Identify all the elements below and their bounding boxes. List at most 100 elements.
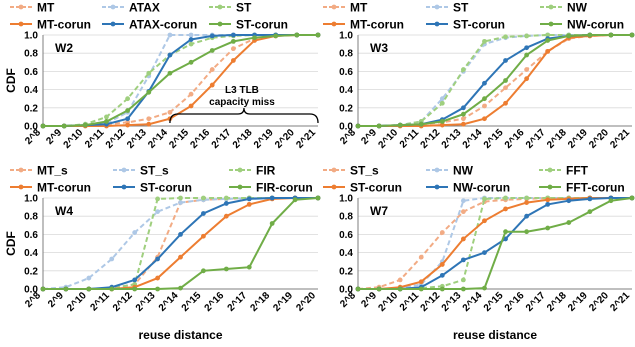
data-point xyxy=(629,32,635,38)
data-point xyxy=(273,33,279,39)
data-point xyxy=(503,229,508,235)
data-point xyxy=(188,103,194,109)
data-point xyxy=(439,272,445,278)
data-point xyxy=(482,116,487,122)
data-point xyxy=(460,236,466,242)
data-point xyxy=(566,33,572,39)
data-point xyxy=(86,275,92,281)
data-point xyxy=(566,198,572,204)
data-point xyxy=(40,123,46,129)
data-point xyxy=(460,198,466,204)
data-point xyxy=(503,206,508,212)
chart-panel-w2: 0.00.20.40.60.81.02^8 2^92^102^112^122^13… xyxy=(4,1,321,151)
x-tick-label: 2^12 xyxy=(111,290,135,314)
data-point xyxy=(524,213,530,219)
data-point xyxy=(460,209,466,215)
panel-label: W4 xyxy=(55,204,73,218)
data-point xyxy=(524,195,530,201)
series-line-mt_s xyxy=(43,197,318,290)
data-point xyxy=(545,197,551,203)
data-point xyxy=(460,116,466,122)
legend-entry: NW xyxy=(453,164,474,178)
x-tick-label: 2^16 xyxy=(203,290,227,314)
legend-entry: ST-corun xyxy=(350,181,402,195)
legend-marker xyxy=(237,184,243,190)
data-point xyxy=(155,196,160,202)
x-tick-label: 2^20 xyxy=(587,127,611,151)
data-point xyxy=(524,45,530,51)
data-point xyxy=(460,257,466,263)
y-tick-label: 0.8 xyxy=(24,49,38,60)
series-line-mt-corun xyxy=(358,34,632,127)
data-point xyxy=(482,103,487,109)
data-point xyxy=(223,201,229,206)
y-tick-label: 0.8 xyxy=(339,212,353,223)
x-tick-label: 2^17 xyxy=(524,290,548,314)
data-point xyxy=(355,286,361,292)
legend-entry: ST_s xyxy=(140,164,169,178)
data-point xyxy=(482,196,487,202)
data-point xyxy=(246,196,252,202)
data-point xyxy=(269,195,275,201)
data-point xyxy=(503,236,508,242)
legend-entry: MT xyxy=(37,1,55,15)
data-point xyxy=(82,122,88,128)
legend-entry: FIR-corun xyxy=(256,181,313,195)
y-tick-label: 0.0 xyxy=(24,285,38,296)
x-tick-label: 2^20 xyxy=(294,290,318,314)
x-tick-label: 2^19 xyxy=(566,127,590,151)
legend-marker xyxy=(331,167,337,173)
y-tick-label: 1.0 xyxy=(339,31,353,42)
y-tick-label: 0.0 xyxy=(339,285,353,296)
y-tick-label: 1.0 xyxy=(24,31,38,42)
data-point xyxy=(397,122,403,128)
legend-entry: NW xyxy=(567,1,588,15)
y-tick-label: 1.0 xyxy=(24,194,38,205)
legend-marker xyxy=(548,21,554,27)
series-line-mt xyxy=(358,34,632,127)
y-tick-label: 0.6 xyxy=(24,67,38,78)
data-point xyxy=(418,286,424,292)
x-tick-label: 2^18 xyxy=(248,290,272,314)
x-tick-label: 2^15 xyxy=(167,127,191,151)
data-point xyxy=(503,58,508,63)
data-point xyxy=(524,200,530,205)
x-tick-label: 2^16 xyxy=(503,127,527,151)
x-tick-label: 2^20 xyxy=(587,290,611,314)
legend-marker xyxy=(18,167,24,173)
legend-marker xyxy=(434,21,440,27)
x-tick-label: 2^18 xyxy=(545,290,569,314)
data-point xyxy=(545,48,551,54)
data-point xyxy=(132,286,138,292)
data-point xyxy=(524,76,530,82)
data-point xyxy=(167,52,173,58)
legend-entry: NW-corun xyxy=(453,181,510,195)
series-line-fir xyxy=(43,197,318,290)
legend-entry: MT_s xyxy=(37,164,68,178)
series-line-fft-corun xyxy=(358,197,633,290)
series-line-st-corun xyxy=(43,34,318,127)
y-tick-label: 1.0 xyxy=(339,194,353,205)
data-point xyxy=(482,285,487,291)
x-tick-label: 2^17 xyxy=(524,127,548,151)
legend-entry: ST xyxy=(453,1,469,15)
x-tick-label: 2^19 xyxy=(252,127,276,151)
legend-entry: ST-corun xyxy=(140,181,192,195)
legend: MT ST NW MT-corun ST-corun NW-corun xyxy=(323,1,624,32)
data-point xyxy=(146,121,152,127)
chart-panel-w3: 0.00.20.40.60.81.02^8 2^92^102^112^122^13… xyxy=(323,1,635,151)
series-line-nw xyxy=(358,34,632,127)
data-point xyxy=(188,32,194,38)
legend-marker xyxy=(121,184,127,190)
data-point xyxy=(246,201,252,207)
data-point xyxy=(167,109,173,115)
data-point xyxy=(439,96,445,102)
data-point xyxy=(209,33,215,39)
data-point xyxy=(230,46,236,52)
data-point xyxy=(545,225,551,231)
data-point xyxy=(146,116,152,122)
y-tick-label: 0.6 xyxy=(339,67,353,78)
y-tick-label: 0.4 xyxy=(339,85,353,96)
legend-entry: MT-corun xyxy=(37,18,91,32)
